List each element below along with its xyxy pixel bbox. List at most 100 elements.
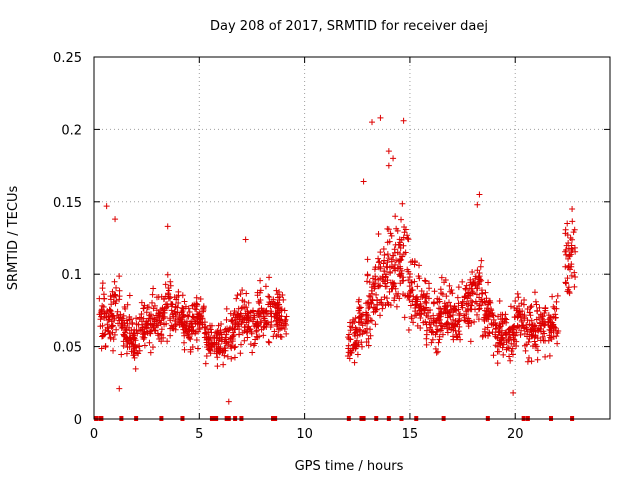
data-point (507, 303, 514, 310)
data-point (229, 317, 236, 324)
data-point (112, 300, 119, 307)
data-point (382, 302, 389, 309)
data-point (534, 308, 541, 315)
data-point (564, 220, 571, 227)
data-point (203, 353, 210, 360)
data-point (494, 313, 501, 320)
data-point (151, 317, 158, 324)
data-point (230, 331, 237, 338)
data-point (474, 285, 481, 292)
data-point (244, 323, 251, 330)
data-point (469, 288, 476, 295)
data-point (463, 282, 470, 289)
data-point (261, 323, 268, 330)
data-point (222, 336, 229, 343)
data-point (366, 303, 373, 310)
data-point (200, 308, 207, 315)
data-point (375, 264, 382, 271)
data-point (426, 324, 433, 331)
data-point (196, 310, 203, 317)
data-point (213, 332, 220, 339)
data-point (569, 218, 576, 225)
data-point (201, 319, 208, 326)
data-point (504, 344, 511, 351)
data-point (435, 339, 442, 346)
data-point (396, 257, 403, 264)
data-point (223, 316, 230, 323)
data-point (542, 304, 549, 311)
data-point (244, 328, 251, 335)
data-point (459, 304, 466, 311)
data-point (99, 302, 106, 309)
data-point (202, 360, 209, 367)
data-point (130, 346, 137, 353)
data-point (393, 303, 400, 310)
data-point (449, 290, 456, 297)
data-point (130, 330, 137, 337)
data-point (375, 283, 382, 290)
data-point (267, 324, 274, 331)
data-point (247, 326, 254, 333)
data-point (151, 302, 158, 309)
data-point (380, 260, 387, 267)
data-point (571, 226, 578, 233)
data-point (490, 352, 497, 359)
data-point (449, 312, 456, 319)
data-point (448, 286, 455, 293)
data-point (404, 235, 411, 242)
chart-title: Day 208 of 2017, SRMTID for receiver dae… (210, 19, 488, 34)
data-point (499, 344, 506, 351)
data-point (385, 255, 392, 262)
data-point (354, 351, 361, 358)
data-point (389, 279, 396, 286)
data-point (434, 326, 441, 333)
data-point (186, 334, 193, 341)
data-point (553, 305, 560, 312)
data-point (376, 258, 383, 265)
data-point (113, 297, 120, 304)
data-point (438, 320, 445, 327)
data-point (183, 325, 190, 332)
data-point (239, 297, 246, 304)
data-point (438, 274, 445, 281)
data-point (122, 336, 129, 343)
data-point (546, 326, 553, 333)
data-point (235, 320, 242, 327)
data-point (369, 290, 376, 297)
data-point (562, 280, 569, 287)
data-point (565, 239, 572, 246)
data-point (436, 298, 443, 305)
data-point (242, 236, 249, 243)
data-point (534, 347, 541, 354)
data-point (101, 310, 108, 317)
data-point (381, 268, 388, 275)
data-point (234, 311, 241, 318)
data-point (457, 336, 464, 343)
data-point (454, 294, 461, 301)
data-point (520, 313, 527, 320)
data-point (345, 342, 352, 349)
data-point (146, 339, 153, 346)
data-point (460, 298, 467, 305)
data-point (351, 359, 358, 366)
data-point (476, 191, 483, 198)
data-point (256, 289, 263, 296)
data-point (486, 299, 493, 306)
x-axis-label: GPS time / hours (295, 459, 404, 474)
data-point (149, 344, 156, 351)
data-point (380, 245, 387, 252)
data-point (547, 314, 554, 321)
data-point (277, 325, 284, 332)
data-point (530, 322, 537, 329)
data-point (147, 349, 154, 356)
data-point (189, 343, 196, 350)
data-point (248, 330, 255, 337)
data-point (531, 289, 538, 296)
data-point (373, 291, 380, 298)
data-point (122, 329, 129, 336)
data-point (149, 291, 156, 298)
data-point (151, 327, 158, 334)
data-point (407, 302, 414, 309)
data-point (194, 345, 201, 352)
data-point (483, 310, 490, 317)
